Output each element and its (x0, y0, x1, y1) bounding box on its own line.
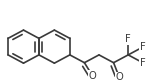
Text: O: O (89, 71, 97, 81)
Text: F: F (125, 34, 131, 44)
Text: F: F (140, 42, 146, 52)
Text: F: F (140, 58, 146, 68)
Text: O: O (116, 72, 123, 82)
